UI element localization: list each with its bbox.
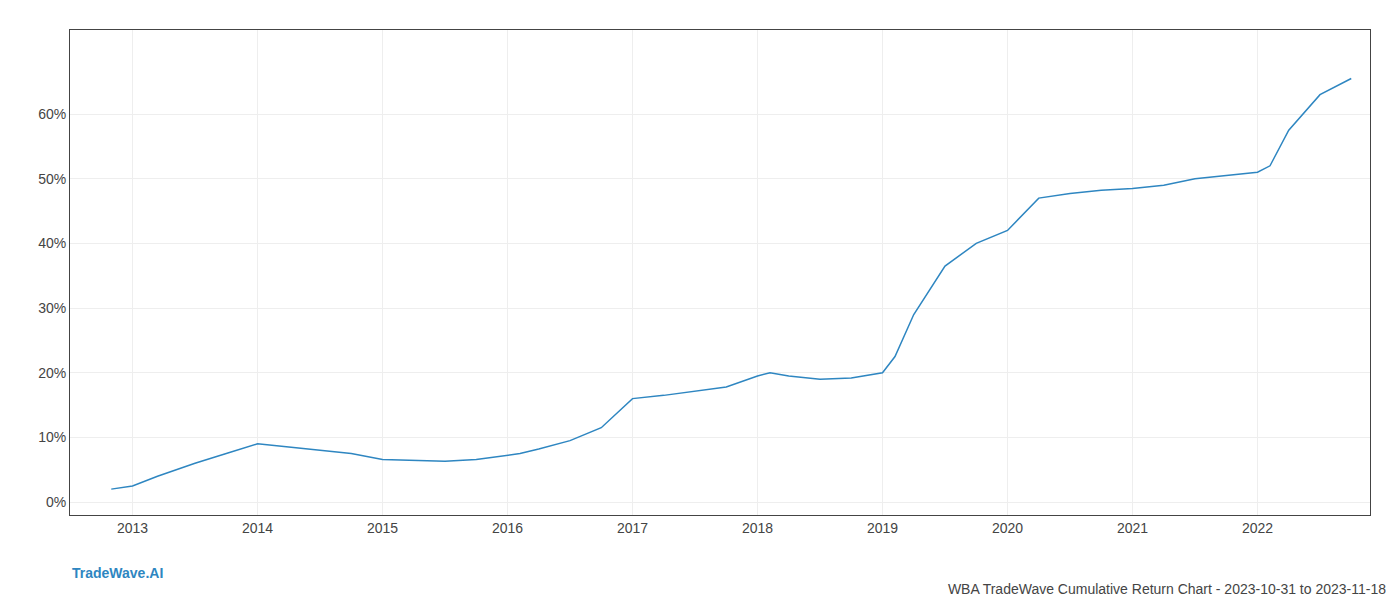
svg-text:2021: 2021 xyxy=(1117,520,1148,536)
svg-text:2017: 2017 xyxy=(617,520,648,536)
svg-text:50%: 50% xyxy=(38,171,66,187)
svg-text:2016: 2016 xyxy=(492,520,523,536)
svg-text:2015: 2015 xyxy=(367,520,398,536)
svg-text:60%: 60% xyxy=(38,106,66,122)
svg-text:20%: 20% xyxy=(38,365,66,381)
svg-text:WBA TradeWave Cumulative Retur: WBA TradeWave Cumulative Return Chart - … xyxy=(948,581,1386,597)
svg-text:2022: 2022 xyxy=(1242,520,1273,536)
svg-text:2018: 2018 xyxy=(742,520,773,536)
svg-text:10%: 10% xyxy=(38,429,66,445)
svg-text:TradeWave.AI: TradeWave.AI xyxy=(72,565,163,581)
svg-text:0%: 0% xyxy=(46,494,66,510)
svg-text:2014: 2014 xyxy=(242,520,273,536)
svg-text:30%: 30% xyxy=(38,300,66,316)
svg-text:2019: 2019 xyxy=(867,520,898,536)
svg-text:40%: 40% xyxy=(38,235,66,251)
svg-text:2013: 2013 xyxy=(117,520,148,536)
svg-text:2020: 2020 xyxy=(992,520,1023,536)
